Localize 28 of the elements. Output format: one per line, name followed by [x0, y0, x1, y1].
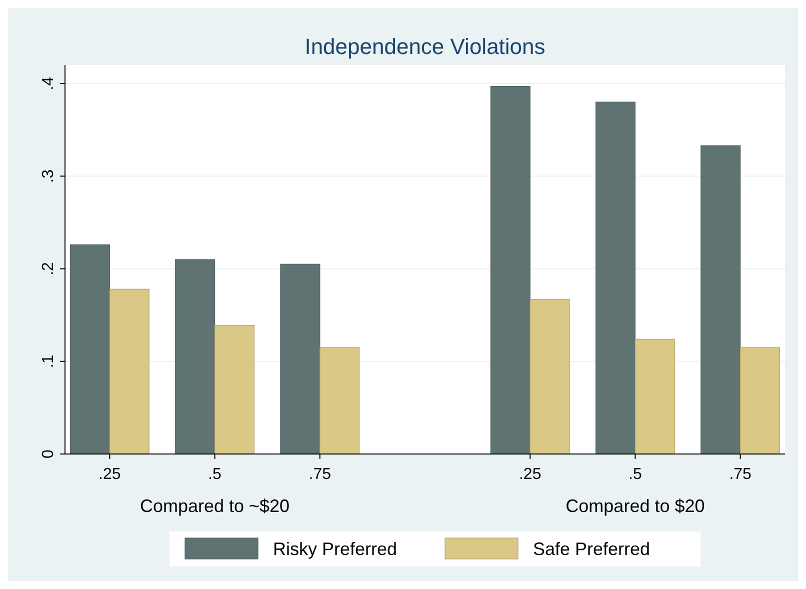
bar: [740, 347, 780, 454]
y-tick-label: .4: [40, 76, 57, 90]
bar: [280, 264, 320, 454]
x-tick-label: .5: [628, 466, 642, 483]
x-tick-label: .5: [208, 466, 222, 483]
bar: [214, 324, 254, 454]
y-tick-label: .2: [40, 262, 57, 276]
y-tick-label: .1: [40, 354, 57, 368]
x-tick-label: .75: [308, 466, 332, 483]
bar: [175, 259, 216, 454]
legend-label: Risky Preferred: [273, 539, 398, 559]
bar: [634, 338, 675, 454]
x-tick-label: .75: [729, 466, 752, 483]
text: Compared to ~$20: [140, 496, 290, 516]
bar: [109, 288, 150, 454]
bar: [530, 299, 570, 454]
text: Compared to $20: [566, 496, 705, 516]
x-tick-label: .25: [98, 466, 121, 483]
bar: [70, 244, 110, 454]
bar: [596, 102, 636, 454]
x-tick-label: .25: [518, 466, 542, 483]
bar: [320, 347, 360, 454]
y-tick-label: .3: [40, 169, 57, 183]
chart-title: Independence Violations: [304, 34, 546, 59]
bar: [490, 86, 530, 454]
legend-label: Safe Preferred: [533, 539, 650, 559]
bar: [700, 145, 741, 454]
y-tick-label: 0: [40, 449, 57, 458]
